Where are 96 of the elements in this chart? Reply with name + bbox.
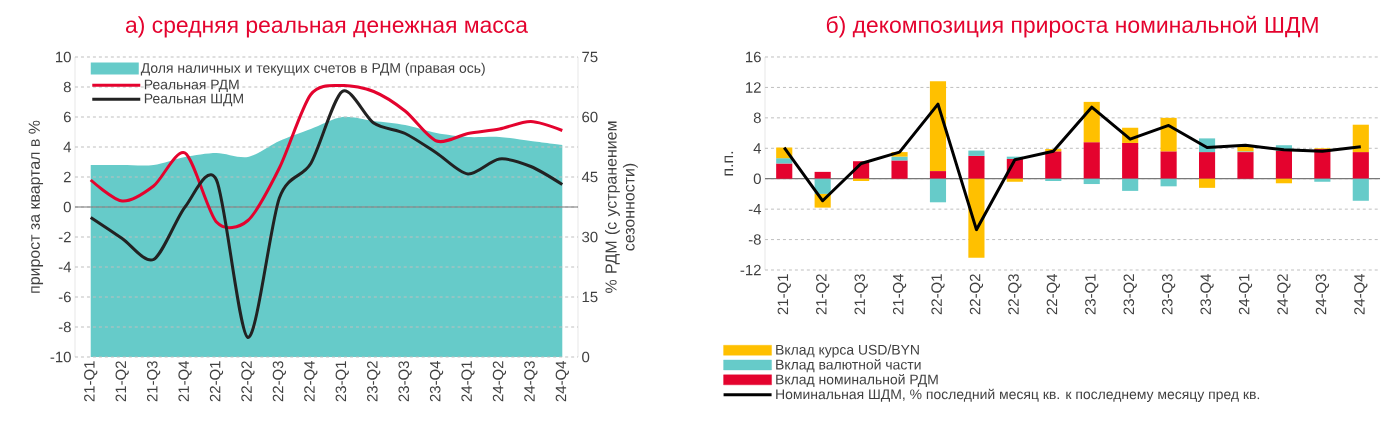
bar <box>1198 178 1216 188</box>
y2-tick-label: 30 <box>582 231 598 243</box>
y-tick-label: 0 <box>63 201 71 213</box>
chart-title: б) декомпозиция прироста номинальной ШДМ <box>826 15 1318 38</box>
x-tick-label: 21-Q3 <box>146 361 161 402</box>
y-tick-label: 0 <box>753 173 761 184</box>
bar <box>929 178 947 203</box>
x-tick-label: 24-Q3 <box>1315 274 1329 315</box>
bar <box>968 150 985 156</box>
y-axis-title: прирост за квартал в % <box>28 120 44 293</box>
y-tick-label: 4 <box>753 143 762 154</box>
y2-tick-label: 60 <box>582 111 598 123</box>
x-tick-label: 21-Q1 <box>777 274 791 315</box>
x-tick-label: 23-Q2 <box>1123 274 1137 315</box>
y-tick-label: -8 <box>748 234 761 245</box>
y-tick-label: -8 <box>58 321 71 333</box>
bar <box>1352 124 1369 153</box>
bar <box>1083 142 1100 179</box>
x-tick-label: 22-Q2 <box>241 361 255 402</box>
bar <box>776 163 793 179</box>
legend-label: Реальная ШДМ <box>144 93 243 107</box>
y2-tick-label: 45 <box>581 171 598 183</box>
y2-tick-label: 75 <box>582 51 598 63</box>
x-tick-label: 21-Q1 <box>84 361 98 402</box>
bar <box>929 81 947 172</box>
y-tick-label: -10 <box>50 351 71 363</box>
x-tick-label: 22-Q3 <box>1008 274 1022 315</box>
legend-label: Вклад номинальной РДМ <box>776 373 938 388</box>
y-tick-label: 8 <box>63 81 71 93</box>
x-tick-label: 23-Q1 <box>335 361 349 402</box>
x-tick-label: 21-Q4 <box>892 273 907 315</box>
legend-label: Реальная РДМ <box>144 79 239 93</box>
y-tick-label: 6 <box>63 111 71 123</box>
x-tick-label: 22-Q4 <box>1046 273 1060 315</box>
bar <box>1045 151 1062 179</box>
x-tick-label: 23-Q3 <box>398 361 412 402</box>
bar <box>1352 152 1369 179</box>
x-tick-label: 24-Q4 <box>555 360 569 402</box>
y-tick-label: 10 <box>56 51 71 63</box>
bar <box>1314 149 1331 179</box>
y-tick-label: 4 <box>63 141 72 153</box>
y-axis-title: п.п. <box>724 151 734 176</box>
bar <box>1160 151 1177 179</box>
bar <box>1275 150 1292 179</box>
y-tick-label: -4 <box>58 261 72 273</box>
legend-label: Вклад курса USD/BYN <box>776 344 919 358</box>
x-tick-label: 24-Q1 <box>461 361 475 402</box>
x-tick-label: 22-Q1 <box>209 361 224 402</box>
bar <box>1122 142 1139 179</box>
bar <box>1237 152 1254 179</box>
y-tick-label: -2 <box>58 231 71 243</box>
bar <box>776 158 793 164</box>
y-tick-label: -6 <box>58 291 71 303</box>
x-tick-label: 21-Q2 <box>115 361 129 402</box>
legend-label: Вклад валютной части <box>776 359 921 373</box>
line-series <box>782 102 1363 232</box>
x-tick-label: 22-Q3 <box>272 361 286 402</box>
y-tick-label: 16 <box>746 51 761 63</box>
x-tick-label: 23-Q4 <box>429 360 444 402</box>
y-tick-label: -12 <box>740 264 761 276</box>
bar <box>1160 178 1177 187</box>
bar <box>968 155 985 179</box>
bar <box>814 171 831 179</box>
bar <box>1083 178 1100 185</box>
y-tick-label: 12 <box>746 82 761 93</box>
bar <box>1198 152 1216 179</box>
x-tick-label: 22-Q4 <box>304 360 318 402</box>
x-tick-label: 23-Q3 <box>1161 274 1176 315</box>
x-tick-label: 24-Q2 <box>1277 274 1291 315</box>
y-tick-label: -4 <box>748 204 762 215</box>
y2-tick-label: 0 <box>582 351 590 363</box>
x-tick-label: 24-Q2 <box>492 361 507 402</box>
y-tick-label: 2 <box>63 171 71 183</box>
bar <box>1352 178 1369 201</box>
x-tick-label: 23-Q1 <box>1085 274 1099 315</box>
x-tick-label: 21-Q2 <box>816 274 830 315</box>
y-tick-label: 8 <box>753 112 761 124</box>
x-tick-label: 21-Q3 <box>854 274 868 315</box>
y2-tick-label: 15 <box>582 291 598 303</box>
y2-axis-title: % РДМ (с устранением сезонности) <box>604 121 638 293</box>
x-tick-label: 22-Q2 <box>969 274 984 315</box>
bar <box>891 160 908 179</box>
x-tick-label: 24-Q3 <box>524 361 538 402</box>
bar <box>1006 178 1023 182</box>
bar <box>1122 178 1139 191</box>
x-tick-label: 24-Q1 <box>1238 274 1253 315</box>
legend-label: Номинальная ШДМ, % последний месяц кв. к последнему месяцу пред кв. <box>776 388 1260 402</box>
x-tick-label: 23-Q4 <box>1200 273 1214 315</box>
x-tick-label: 23-Q2 <box>367 361 381 402</box>
legend-label: Доля наличных и текущих счетов в РДМ (правая ось) <box>140 62 485 76</box>
x-tick-label: 21-Q4 <box>178 360 192 402</box>
chart-title: а) средняя реальная денежная масса <box>125 16 528 38</box>
x-tick-label: 22-Q1 <box>931 274 945 315</box>
x-tick-label: 24-Q4 <box>1354 273 1368 315</box>
bar <box>1314 178 1331 182</box>
bar <box>929 171 947 179</box>
